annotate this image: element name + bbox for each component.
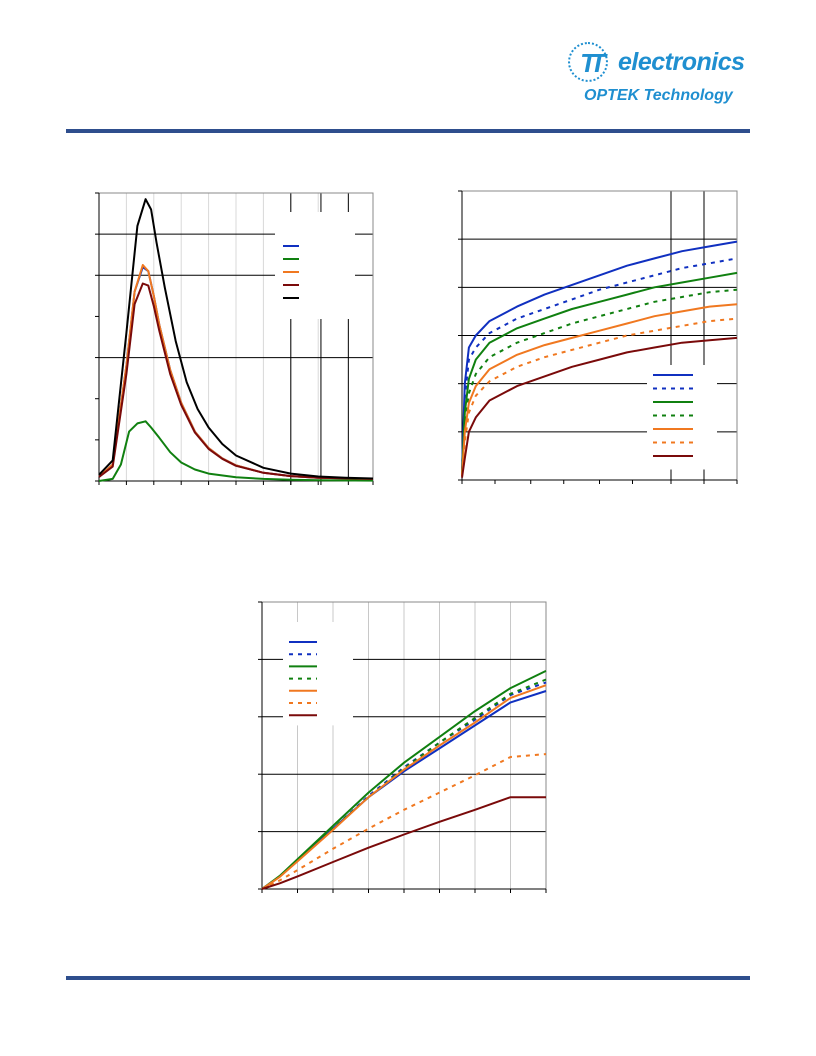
series-line-1 bbox=[98, 420, 374, 482]
series-line-4 bbox=[461, 303, 738, 476]
series-line-6 bbox=[461, 336, 738, 478]
footer-rule bbox=[66, 976, 750, 980]
series-line-4 bbox=[261, 684, 547, 890]
logo-tt-mark: TT bbox=[580, 48, 606, 78]
chart-3-linear-curves bbox=[258, 601, 547, 893]
series-line-2 bbox=[461, 271, 738, 473]
series-line-3 bbox=[461, 288, 738, 475]
chart-2-rising-curves bbox=[458, 190, 738, 484]
legend-box bbox=[283, 622, 353, 726]
series-line-4 bbox=[98, 198, 374, 480]
series-line-3 bbox=[98, 282, 374, 480]
logo-wordmark: electronics bbox=[618, 48, 745, 76]
series-line-5 bbox=[261, 753, 547, 890]
chart-1-intensity-curves bbox=[95, 192, 374, 485]
series-line-6 bbox=[261, 796, 546, 890]
legend-box bbox=[647, 365, 717, 470]
logo-circle-mark: TT bbox=[568, 42, 608, 82]
series-line-5 bbox=[461, 317, 738, 477]
company-logo: TT electronics OPTEK Technology bbox=[560, 40, 760, 120]
header-rule bbox=[66, 129, 750, 133]
series-line-1 bbox=[461, 257, 738, 471]
series-line-2 bbox=[261, 670, 547, 890]
legend-box bbox=[275, 212, 355, 319]
series-line-0 bbox=[461, 240, 738, 471]
logo-subtitle: OPTEK Technology bbox=[584, 87, 733, 104]
